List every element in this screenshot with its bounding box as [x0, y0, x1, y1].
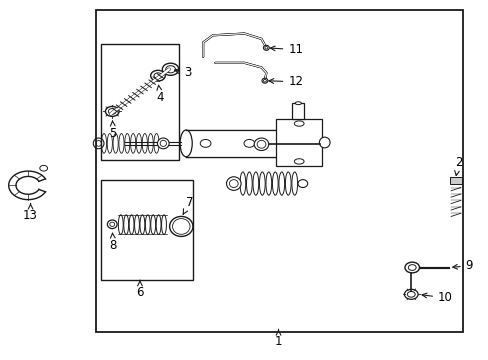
- Bar: [276, 119, 322, 166]
- Text: 1: 1: [274, 329, 282, 348]
- Ellipse shape: [229, 180, 238, 188]
- Ellipse shape: [277, 130, 289, 157]
- Text: 11: 11: [270, 43, 303, 56]
- Ellipse shape: [407, 265, 415, 270]
- Ellipse shape: [294, 121, 304, 126]
- Ellipse shape: [264, 46, 267, 49]
- Ellipse shape: [319, 137, 329, 148]
- Text: 2: 2: [454, 156, 461, 176]
- Bar: [101, 180, 193, 280]
- Ellipse shape: [160, 140, 166, 147]
- Bar: [449, 177, 461, 184]
- Text: 5: 5: [109, 121, 117, 140]
- Bar: [96, 10, 462, 332]
- Text: 3: 3: [174, 66, 191, 79]
- Ellipse shape: [200, 139, 210, 147]
- Ellipse shape: [257, 140, 265, 148]
- Ellipse shape: [244, 139, 254, 147]
- Ellipse shape: [294, 159, 304, 164]
- Ellipse shape: [404, 289, 417, 299]
- Bar: [186, 130, 283, 157]
- Text: 9: 9: [452, 259, 472, 272]
- Ellipse shape: [40, 165, 47, 171]
- Ellipse shape: [93, 138, 104, 149]
- Bar: [292, 103, 304, 119]
- Text: 10: 10: [421, 291, 452, 305]
- Ellipse shape: [180, 130, 192, 157]
- Text: 13: 13: [23, 204, 38, 222]
- Ellipse shape: [295, 102, 301, 105]
- Ellipse shape: [226, 177, 241, 190]
- Ellipse shape: [96, 140, 101, 146]
- Text: 7: 7: [183, 195, 193, 214]
- Ellipse shape: [404, 262, 419, 273]
- Text: 8: 8: [109, 233, 117, 252]
- Text: 12: 12: [268, 75, 303, 88]
- Text: 6: 6: [136, 280, 143, 299]
- Ellipse shape: [407, 292, 414, 297]
- Ellipse shape: [157, 138, 169, 149]
- Ellipse shape: [262, 78, 267, 83]
- Text: 4: 4: [156, 85, 164, 104]
- Ellipse shape: [263, 45, 269, 50]
- Ellipse shape: [254, 138, 268, 150]
- Bar: [101, 44, 179, 160]
- Ellipse shape: [297, 180, 307, 188]
- Ellipse shape: [263, 80, 266, 82]
